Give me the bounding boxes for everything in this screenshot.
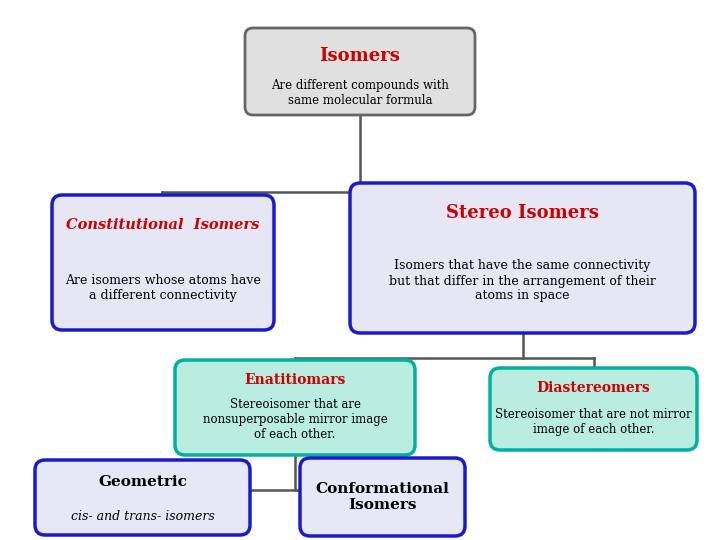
Text: Stereo Isomers: Stereo Isomers	[446, 204, 599, 222]
Text: Isomers that have the same connectivity
but that differ in the arrangement of th: Isomers that have the same connectivity …	[389, 260, 656, 302]
Text: Stereoisomer that are not mirror
image of each other.: Stereoisomer that are not mirror image o…	[495, 408, 692, 436]
Text: Isomers: Isomers	[320, 47, 400, 65]
Text: Geometric: Geometric	[98, 475, 187, 489]
Text: Diastereomers: Diastereomers	[536, 381, 650, 395]
Text: Stereoisomer that are
nonsuperposable mirror image
of each other.: Stereoisomer that are nonsuperposable mi…	[202, 399, 387, 442]
FancyBboxPatch shape	[245, 28, 475, 115]
FancyBboxPatch shape	[300, 458, 465, 536]
Text: Conformational
Isomers: Conformational Isomers	[315, 482, 449, 512]
FancyBboxPatch shape	[35, 460, 250, 535]
FancyBboxPatch shape	[52, 195, 274, 330]
FancyBboxPatch shape	[175, 360, 415, 455]
Text: Are isomers whose atoms have
a different connectivity: Are isomers whose atoms have a different…	[65, 274, 261, 302]
FancyBboxPatch shape	[490, 368, 697, 450]
Text: Are different compounds with
same molecular formula: Are different compounds with same molecu…	[271, 79, 449, 107]
Text: Constitutional  Isomers: Constitutional Isomers	[66, 218, 260, 232]
Text: Enatitiomars: Enatitiomars	[244, 373, 346, 387]
Text: cis- and trans- isomers: cis- and trans- isomers	[71, 510, 215, 523]
FancyBboxPatch shape	[350, 183, 695, 333]
